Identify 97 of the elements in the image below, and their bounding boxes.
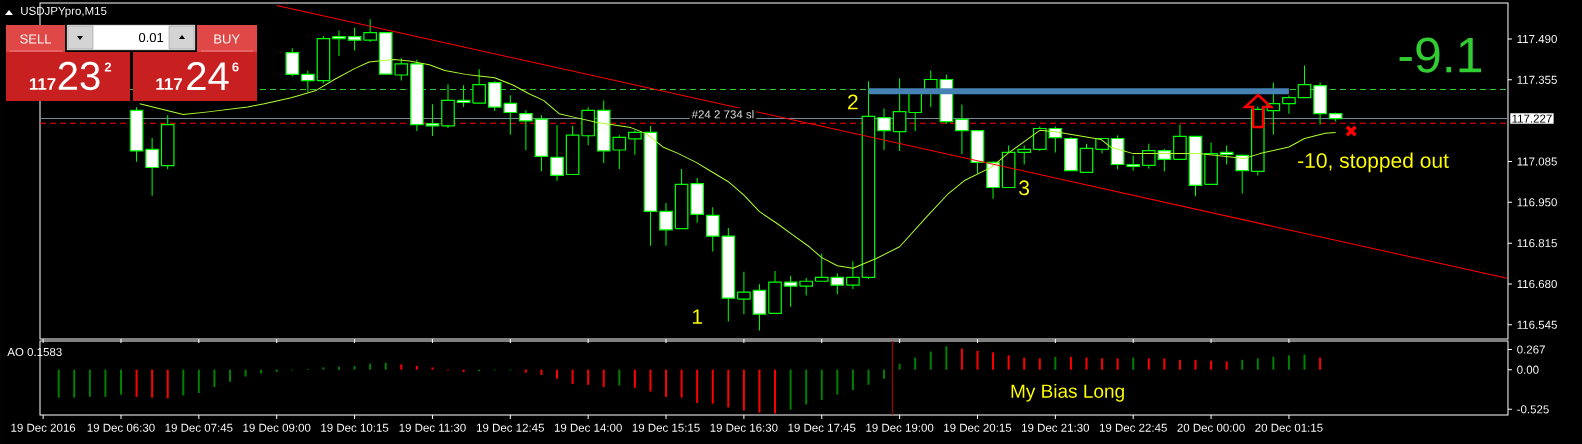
x-tick-label: 19 Dec 06:30 [87,423,155,432]
bar [867,369,870,385]
bar [1101,358,1104,370]
candlestick [892,77,907,152]
x-tick-label: 19 Dec 10:15 [321,423,389,432]
annotation: -10, stopped out [1298,152,1449,173]
x-tick-label: 19 Dec 22:45 [1099,423,1167,432]
bar [1116,358,1119,370]
ref-line-label: #24 2 734 sl [691,109,754,119]
annotation: 117 [29,78,56,90]
y-tick-label: 117.490 [1517,34,1557,44]
x-tick-label: 20 Dec 00:00 [1177,423,1245,432]
candlestick [301,69,315,93]
candlestick [145,137,159,197]
y-tick-label: 0.00 [1517,365,1539,374]
bar [789,369,792,410]
x-tick-label: 19 Dec 16:30 [710,423,778,432]
bar [1225,361,1228,370]
x-tick-label: 19 Dec 17:45 [788,423,856,432]
candlestick [363,18,377,43]
candlestick [1219,144,1234,165]
candlestick [347,27,362,51]
candlestick [783,275,798,308]
annotation: 2 [104,62,112,72]
candlestick [1173,124,1187,160]
bar [135,369,138,397]
bar [384,362,387,370]
bar [1038,358,1041,370]
candlestick [908,91,923,132]
y-tick-label: -0.525 [1517,405,1549,414]
annotation: 1 [692,309,703,324]
annotation: -9.1 [1399,37,1482,73]
candlestick [332,30,346,57]
annotation: My Bias Long [1011,383,1124,402]
x-tick-label: 19 Dec 15:15 [632,423,700,432]
annotation: SELL [20,34,51,44]
bar [88,369,91,397]
y-tick-label: 117.085 [1517,157,1557,166]
bar [696,369,699,403]
x-tick-label: 19 Dec 07:45 [165,423,233,432]
x-tick-label: 19 Dec 19:00 [866,423,934,432]
annotation: 23 [58,61,100,91]
candlestick [285,47,300,77]
bar [571,369,574,385]
annotation: 117 [156,78,182,90]
annotation: 3 [1019,180,1030,196]
x-tick-label: 19 Dec 11:30 [399,423,466,432]
bar [197,369,200,394]
y-tick-label: 116.950 [1517,198,1557,207]
candlestick [659,202,673,247]
line-series [139,59,1337,269]
candlestick [519,109,533,151]
x-tick-label: 19 Dec 14:00 [554,423,622,432]
bar [742,369,745,411]
ref-line-label: 117.227 [1512,114,1552,123]
candlestick [752,283,767,332]
chart-title: USDJPYpro,M15 [21,6,107,18]
bar [618,369,621,386]
candlestick [737,271,751,315]
y-tick-label: 116.815 [1517,239,1557,248]
candlestick [472,68,486,104]
bar [213,369,216,388]
candlestick [628,129,642,156]
x-tick-label: 20 Dec 01:15 [1255,423,1323,432]
bar [805,369,808,405]
x-tick-label: 19 Dec 20:15 [944,423,1012,432]
candlestick [1235,154,1250,195]
candlestick [846,260,860,290]
y-tick-label: 116.680 [1517,279,1557,289]
bar [1023,357,1026,370]
candlestick [877,108,891,151]
bar [680,369,683,398]
bar [1272,356,1275,370]
annotation: 6 [232,62,239,72]
bar [914,357,917,370]
annotation: BUY [214,34,240,44]
x-tick-label: 19 Dec 09:00 [243,423,311,432]
candlestick [550,124,564,182]
x-tick-label: 19 Dec 21:30 [1022,423,1090,432]
bar [851,369,854,391]
y-tick-label: 0.267 [1517,345,1545,354]
annotation: 0.01 [138,32,164,43]
annotation: 24 [187,62,229,90]
x-tick-label: 19 Dec 2016 [11,423,76,432]
candlestick [1282,95,1296,115]
candlestick [1297,65,1312,99]
chart-title: AO 0.1583 [7,347,62,357]
bar [369,363,372,370]
candlestick [1017,144,1032,165]
x-tick-label: 19 Dec 12:45 [476,423,544,432]
y-tick-label: 117.355 [1517,75,1557,84]
candlestick [1079,143,1094,173]
y-tick-label: 116.545 [1517,320,1557,329]
candlestick [955,104,969,155]
bar [633,369,636,388]
annotation: 2 [848,94,858,110]
bar [1287,355,1290,370]
